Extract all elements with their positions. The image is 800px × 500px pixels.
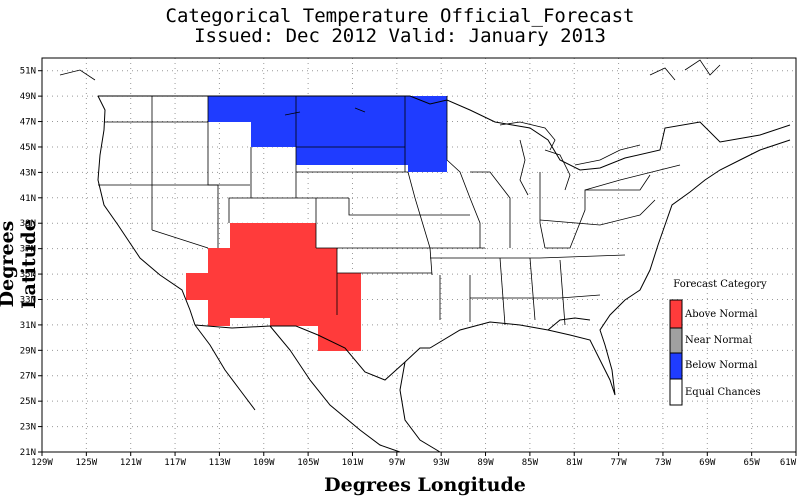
map-subtitle: Issued: Dec 2012 Valid: January 2013 [194, 25, 606, 47]
state-borders [98, 96, 681, 326]
y-tick-label: 37N [20, 245, 36, 255]
legend-swatch-near-normal [669, 327, 683, 354]
x-tick-label: 117W [164, 458, 186, 468]
legend-swatch-equal-chances [669, 378, 683, 406]
map-title: Categorical Temperature Official_Forecas… [165, 5, 635, 27]
x-tick-label: 69W [699, 458, 716, 468]
y-tick-label: 31N [20, 321, 36, 331]
x-tick-label: 113W [209, 458, 231, 468]
x-tick-label: 77W [610, 458, 627, 468]
y-tick-label: 45N [20, 143, 36, 153]
x-tick-label: 125W [76, 458, 98, 468]
above-normal-region [186, 223, 361, 351]
x-tick-label: 129W [31, 458, 53, 468]
plot-frame [41, 57, 797, 453]
legend-label-above-normal: Above Normal [684, 309, 758, 320]
lakes-and-coastline-details [59, 59, 721, 196]
y-tick-label: 33N [20, 295, 36, 305]
legend-label-equal-chances: Equal Chances [685, 387, 761, 398]
axis-ticks: 129W 125W 121W 117W 113W 109W 105W 101W 97W 93W 89… [20, 67, 797, 468]
y-tick-label: 35N [20, 270, 36, 280]
legend-swatch-below-normal [669, 352, 683, 380]
y-tick-label: 47N [20, 118, 36, 128]
x-tick-label: 93W [433, 458, 450, 468]
x-tick-label: 61W [780, 458, 797, 468]
y-tick-label: 41N [20, 194, 36, 204]
below-normal-region [208, 96, 447, 172]
y-tick-label: 29N [20, 346, 36, 356]
legend: Forecast Category Above Normal Near Norm… [669, 279, 767, 406]
x-tick-label: 105W [297, 458, 319, 468]
y-tick-label: 27N [20, 372, 36, 382]
x-axis-label: Degrees Longitude [324, 474, 526, 496]
x-tick-label: 109W [253, 458, 275, 468]
country-borders [97, 95, 791, 453]
x-tick-label: 89W [477, 458, 494, 468]
y-tick-label: 51N [20, 67, 36, 77]
y-tick-label: 25N [20, 397, 36, 407]
legend-title: Forecast Category [673, 279, 767, 290]
x-tick-label: 73W [655, 458, 672, 468]
legend-swatch-above-normal [669, 299, 683, 329]
x-tick-label: 121W [120, 458, 142, 468]
legend-label-near-normal: Near Normal [685, 335, 752, 346]
x-tick-label: 65W [744, 458, 761, 468]
y-tick-label: 23N [20, 423, 36, 433]
y-tick-label: 21N [20, 448, 36, 458]
x-tick-label: 101W [342, 458, 364, 468]
x-tick-label: 81W [566, 458, 583, 468]
y-tick-label: 39N [20, 219, 36, 229]
legend-label-below-normal: Below Normal [685, 360, 757, 371]
x-tick-label: 85W [522, 458, 539, 468]
x-tick-label: 97W [389, 458, 406, 468]
y-tick-label: 43N [20, 168, 36, 178]
y-tick-label: 49N [20, 92, 36, 102]
